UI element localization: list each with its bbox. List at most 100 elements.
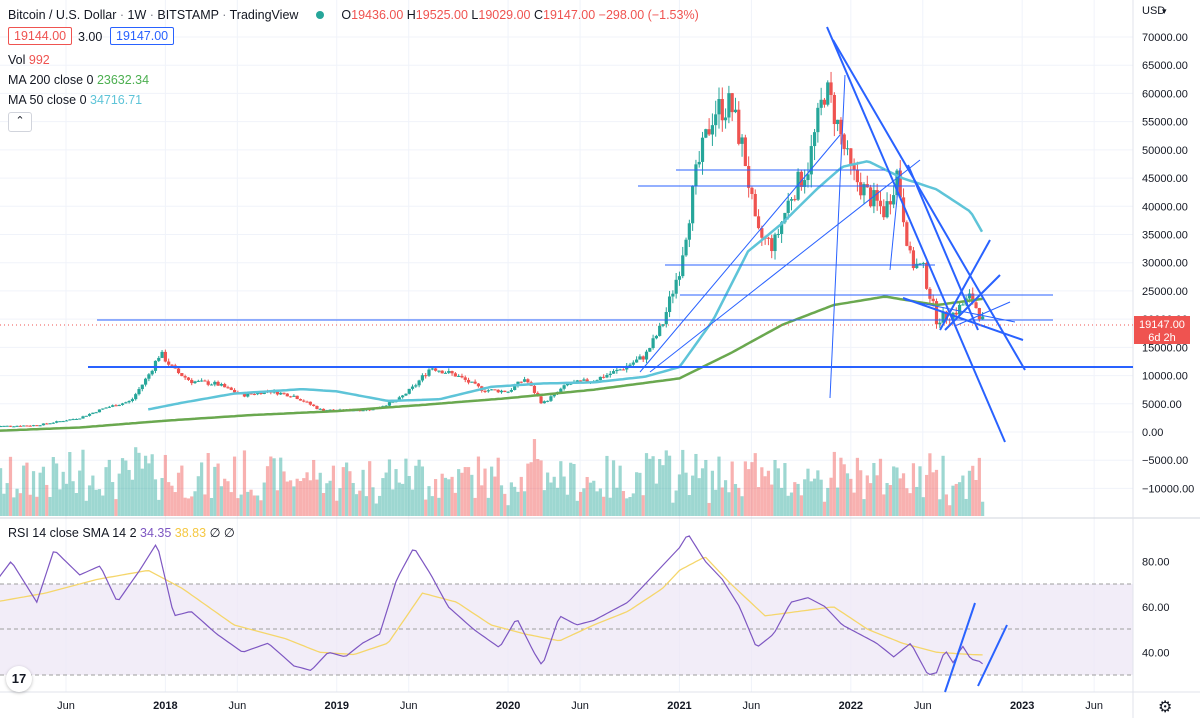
collapse-legend-button[interactable]: ⌃ [8,112,32,132]
candle-body [845,148,850,150]
volume-bar [961,475,965,516]
volume-bar [496,457,500,516]
ma50-legend[interactable]: MA 50 close 0 34716.71 [8,93,142,107]
symbol-name[interactable]: Bitcoin / U.S. Dollar [8,8,117,22]
candle-body [578,380,583,382]
currency-label[interactable]: USD [1142,5,1165,17]
volume-bar [68,452,72,516]
volume-bar [934,469,939,516]
volume-bar [190,496,194,516]
volume-bar [578,491,583,516]
candle-body [252,393,256,395]
volume-bar [773,460,777,516]
candle-body [190,379,194,384]
volume-bar [460,472,464,516]
candle-body [229,387,233,390]
time-tick-label: Jun [57,700,75,712]
candle-body [961,304,965,306]
volume-bar [180,465,184,516]
open-label: O [341,8,352,22]
candle-body [648,348,652,352]
candle-body [216,381,220,386]
volume-bar [941,455,945,516]
candle-body [298,399,303,401]
volume-bar [84,500,88,516]
candle-body [905,222,909,246]
volume-bar [288,480,293,516]
price-tick-label: −10000.00 [1142,483,1194,495]
rsi-trend-lines[interactable] [944,602,1008,693]
volume-bar [22,465,26,516]
candle-body [176,368,181,374]
volume-bar [928,453,932,516]
volume-bar [621,491,626,516]
candle-body [282,392,286,394]
volume-bar [361,469,365,516]
price-axis[interactable]: 70000.00 65000.00 60000.00 55000.00 50000.00… [1142,32,1194,495]
time-axis[interactable]: Jun 2018 Jun 2019 Jun 2020 Jun 2021 Jun 2022 Jun 20… [57,700,1103,712]
interval-label[interactable]: 1W [127,8,147,22]
candle-body [519,381,523,383]
candle-body [565,383,570,386]
volume-bar [536,459,540,516]
volume-bar [282,471,286,516]
volume-bar [608,497,612,516]
volume-bar [325,483,329,516]
buy-price-button[interactable]: 19147.00 [110,27,175,45]
volume-bar [499,485,504,516]
volume-bar [908,493,912,516]
volume-bar [664,450,668,516]
candle-body [661,324,665,326]
volume-bar [598,488,602,516]
volume-bar [377,495,382,516]
volume-bar [641,495,645,516]
candle-body [137,389,141,395]
candle-body [2,425,6,427]
volume-bar [819,479,823,516]
gear-icon[interactable]: ⚙ [1158,699,1173,716]
tradingview-logo-icon[interactable]: 17 [6,666,32,692]
sell-price-button[interactable]: 19144.00 [8,27,73,45]
candle-body [651,338,655,349]
candle-body [780,222,784,234]
volume-bar [213,466,217,516]
volume-bar [463,467,467,516]
candle-body [901,197,906,223]
volume-bar [427,486,431,516]
volume-bar [625,498,629,516]
candle-body [213,381,217,385]
volume-bar [193,491,197,516]
volume-bar [473,497,477,516]
candle-body [631,362,635,365]
candle-body [539,396,543,404]
volume-bar [443,477,448,516]
candle-body [915,263,919,269]
symbol-legend[interactable]: Bitcoin / U.S. Dollar · 1W · BITSTAMP · … [8,8,699,22]
currency-dropdown-icon[interactable]: ▾ [1162,7,1167,17]
candle-body [391,401,395,403]
rsi-axis[interactable]: 80.00 60.00 40.00 [1142,556,1170,659]
candle-body [559,388,563,392]
volume-bar [476,456,481,516]
candle-body [424,375,428,377]
candle-body [440,370,444,374]
volume-bar [644,453,649,516]
candle-body [957,304,962,315]
candle-body [664,312,668,325]
trend-line-drawings[interactable] [88,26,1133,443]
volume-bar [384,472,388,516]
rsi-legend[interactable]: RSI 14 close SMA 14 2 34.35 38.83 ∅ ∅ [8,525,235,540]
candle-body [84,415,88,417]
volume-bar [226,481,230,516]
volume-bars [0,439,985,516]
volume-legend[interactable]: Vol 992 [8,53,50,67]
candle-body [180,373,184,377]
volume-bar [232,456,237,516]
volume-bar [28,494,32,516]
candle-body [816,107,820,133]
volume-bar [981,501,985,516]
candle-body [803,180,807,187]
ma200-legend[interactable]: MA 200 close 0 23632.34 [8,73,149,87]
volume-bar [130,479,135,516]
